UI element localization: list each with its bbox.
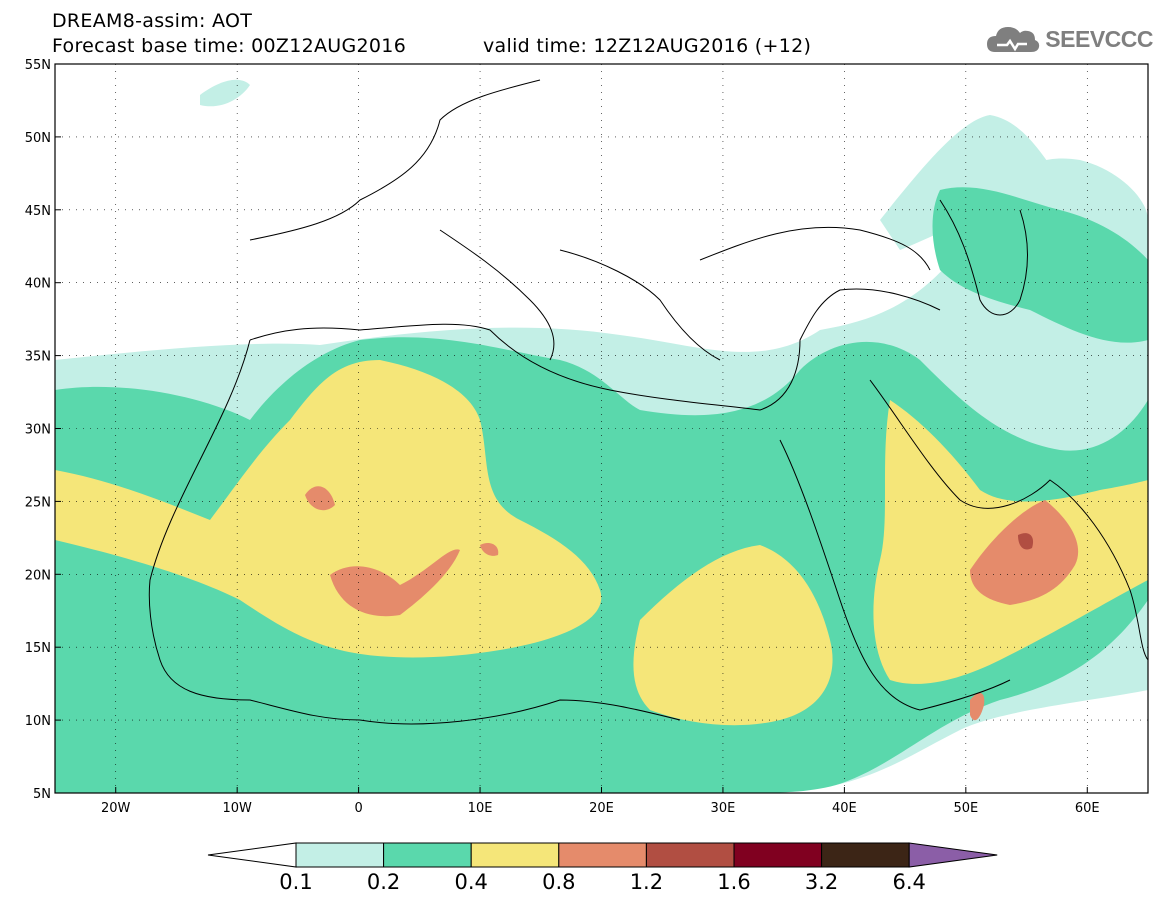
x-tick-label: 20E — [589, 801, 614, 816]
y-tick-label: 55N — [25, 58, 51, 73]
colorbar-segment — [645, 842, 735, 868]
contour-0.8-arabia — [970, 500, 1079, 605]
contour-0.8 — [330, 549, 460, 617]
contour-0.1-north — [880, 115, 1060, 250]
contour-0.2-caspian — [932, 187, 1148, 343]
x-tick-label: 20W — [101, 801, 131, 816]
seevccc-logo: SEEVCCC — [985, 22, 1153, 56]
y-tick-label: 50N — [25, 131, 51, 146]
x-tick-label: 40E — [832, 801, 857, 816]
y-axis-labels: 55N 50N 45N 40N 35N 30N 25N 20N 15N 10N 5N — [25, 58, 51, 802]
y-tick-label: 15N — [25, 641, 51, 656]
contour-0.8-small1 — [305, 486, 335, 511]
colorbar-label: 1.6 — [717, 870, 750, 894]
colorbar-segment — [733, 842, 823, 868]
x-tick-label: 0 — [354, 801, 362, 816]
colorbar-segment — [470, 842, 560, 868]
valid-time: valid time: 12Z12AUG2016 (+12) — [483, 35, 812, 57]
graticule — [55, 63, 1148, 794]
colorbar-segment — [821, 842, 910, 868]
title-line-1: DREAM8-assim: AOT — [52, 10, 253, 32]
x-tick-label: 50E — [953, 801, 978, 816]
x-axis-labels: 20W 10W 0 10E 20E 30E 40E 50E 60E — [101, 801, 1100, 816]
colorbar-segment — [295, 842, 385, 868]
plot-frame — [54, 63, 1149, 794]
x-tick-label: 30E — [711, 801, 736, 816]
y-tick-label: 20N — [25, 568, 51, 583]
colorbar: 0.1 0.2 0.4 0.8 1.2 1.6 3.2 6.4 — [207, 842, 998, 894]
colorbar-label: 0.8 — [542, 870, 575, 894]
colorbar-label: 6.4 — [892, 870, 925, 894]
colorbar-segment — [383, 842, 472, 868]
contour-1.2 — [1018, 533, 1034, 550]
contour-0.2-eq — [55, 560, 300, 717]
contour-0.8-small2 — [480, 543, 499, 556]
colorbar-min-triangle — [207, 842, 297, 868]
colorbar-segment — [558, 842, 647, 868]
y-tick-label: 30N — [25, 423, 51, 438]
colorbar-label: 0.1 — [279, 870, 312, 894]
contour-0.1-atl — [200, 79, 250, 107]
y-tick-label: 10N — [25, 714, 51, 729]
y-tick-label: 25N — [25, 495, 51, 510]
contour-0.8-horn — [970, 693, 985, 721]
x-tick-label: 10W — [222, 801, 252, 816]
colorbar-label: 0.4 — [454, 870, 487, 894]
y-tick-label: 35N — [25, 350, 51, 365]
y-tick-label: 5N — [33, 787, 51, 802]
contour-0.4-east — [633, 545, 833, 726]
y-tick-label: 40N — [25, 277, 51, 292]
cloud-icon — [987, 27, 1040, 52]
logo-text: SEEVCCC — [1045, 25, 1153, 52]
colorbar-label: 0.2 — [367, 870, 400, 894]
colorbar-label: 1.2 — [630, 870, 663, 894]
x-tick-label: 10E — [468, 801, 493, 816]
x-tick-label: 60E — [1075, 801, 1100, 816]
coastlines — [148, 79, 1149, 725]
y-tick-label: 45N — [25, 204, 51, 219]
forecast-base-time: Forecast base time: 00Z12AUG2016 — [52, 35, 407, 57]
colorbar-max-triangle — [908, 842, 998, 868]
colorbar-label: 3.2 — [805, 870, 838, 894]
